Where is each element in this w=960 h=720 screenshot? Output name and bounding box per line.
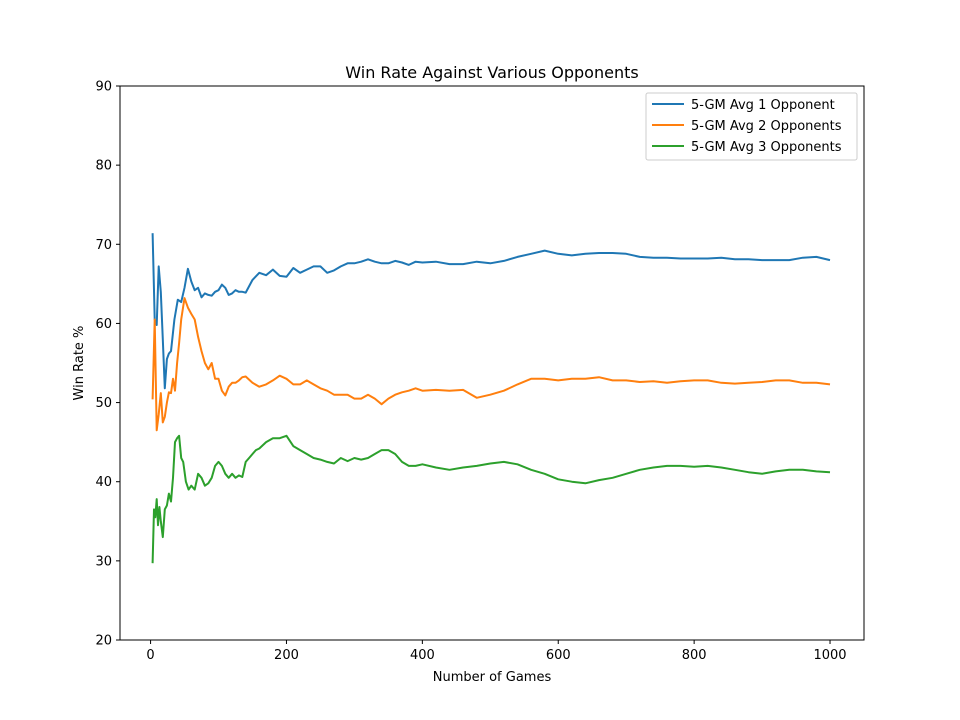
y-tick-label: 80	[95, 159, 112, 174]
x-tick-label: 600	[546, 648, 571, 663]
y-tick-label: 20	[95, 634, 112, 649]
x-tick-label: 200	[274, 648, 299, 663]
y-tick-label: 70	[95, 238, 112, 253]
y-axis: 20 30 40 50 60 70 80 90	[95, 80, 120, 649]
x-axis: 0 200 400 600 800 1000	[146, 640, 847, 663]
x-tick-label: 800	[682, 648, 707, 663]
series-line-3	[151, 434, 831, 564]
y-tick-label: 90	[95, 80, 112, 95]
series-line-1	[151, 233, 831, 390]
legend-label: 5-GM Avg 3 Opponents	[691, 140, 842, 155]
legend: 5-GM Avg 1 Opponent 5-GM Avg 2 Opponents 5…	[645, 92, 858, 161]
x-axis-label: Number of Games	[433, 670, 552, 685]
plot-area	[151, 233, 831, 564]
legend-label: 5-GM Avg 2 Opponents	[691, 119, 842, 134]
x-tick-label: 400	[410, 648, 435, 663]
legend-box	[645, 92, 858, 161]
y-axis-label: Win Rate %	[72, 326, 87, 401]
y-tick-label: 60	[95, 317, 112, 332]
x-tick-label: 0	[146, 648, 154, 663]
y-tick-label: 40	[95, 475, 112, 490]
chart-title: Win Rate Against Various Opponents	[345, 63, 638, 82]
y-tick-label: 50	[95, 396, 112, 411]
axes-frame	[119, 85, 865, 641]
series-line-2	[151, 297, 831, 432]
x-tick-label: 1000	[813, 648, 846, 663]
legend-label: 5-GM Avg 1 Opponent	[691, 98, 835, 113]
y-tick-label: 30	[95, 554, 112, 569]
